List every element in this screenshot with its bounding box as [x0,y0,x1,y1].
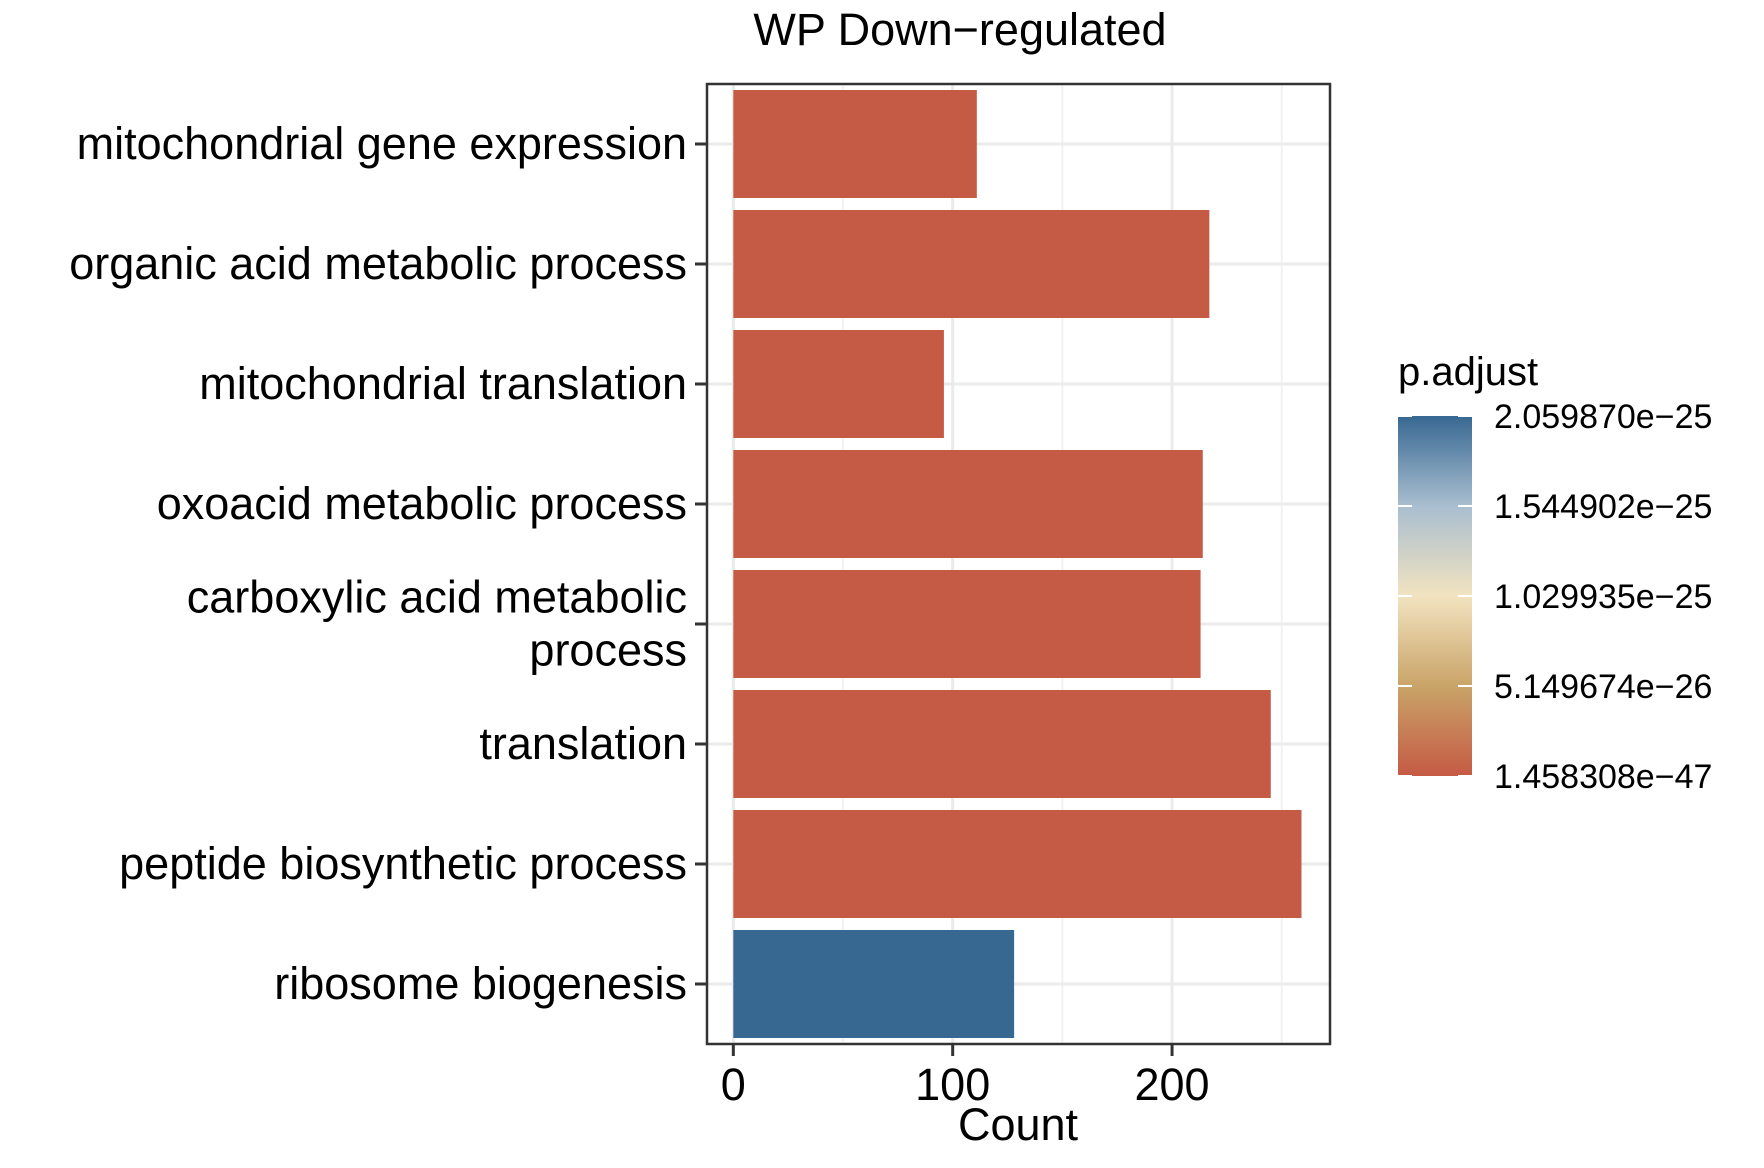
y-tick-label: ribosome biogenesis [274,958,687,1009]
y-tick-label: peptide biosynthetic process [119,838,687,889]
bar [733,930,1015,1038]
bar [733,690,1271,798]
colorbar-label: 5.149674e−26 [1494,668,1712,706]
y-tick-label: mitochondrial translation [199,358,687,409]
bar [733,330,944,438]
x-tick-label: 100 [915,1059,990,1110]
legend-title: p.adjust [1398,350,1538,394]
x-axis-title: Count [958,1099,1079,1150]
colorbar-label: 1.544902e−25 [1494,488,1712,526]
colorbar-ticks: 2.059870e−25 1.544902e−25 1.029935e−25 5.14… [1398,398,1712,796]
y-tick-label: carboxylic acid metabolic process [187,572,687,676]
bar [733,210,1210,318]
bar [733,90,977,198]
colorbar-label: 2.059870e−25 [1494,398,1712,436]
x-axis: 0 100 200 [721,1044,1210,1110]
colorbar-label: 1.458308e−47 [1494,758,1712,796]
colorbar-label: 1.029935e−25 [1494,578,1712,616]
plot-panel [705,82,1332,1046]
y-axis: mitochondrial gene expression organic aci… [69,118,707,1009]
x-tick-label: 200 [1135,1059,1210,1110]
bar [733,810,1302,918]
y-tick-label: organic acid metabolic process [69,238,687,289]
y-tick-label: translation [479,718,687,769]
y-tick-label: mitochondrial gene expression [77,118,687,169]
bar [733,570,1201,678]
bar [733,450,1203,558]
panel-border [705,82,1332,1046]
chart-title: WP Down−regulated [753,4,1166,55]
y-tick-label: oxoacid metabolic process [157,478,687,529]
bars [733,90,1302,1038]
x-tick-label: 0 [721,1059,746,1110]
color-legend: p.adjust 2.059870e−25 1.544902e−25 1.02993… [1398,350,1712,796]
